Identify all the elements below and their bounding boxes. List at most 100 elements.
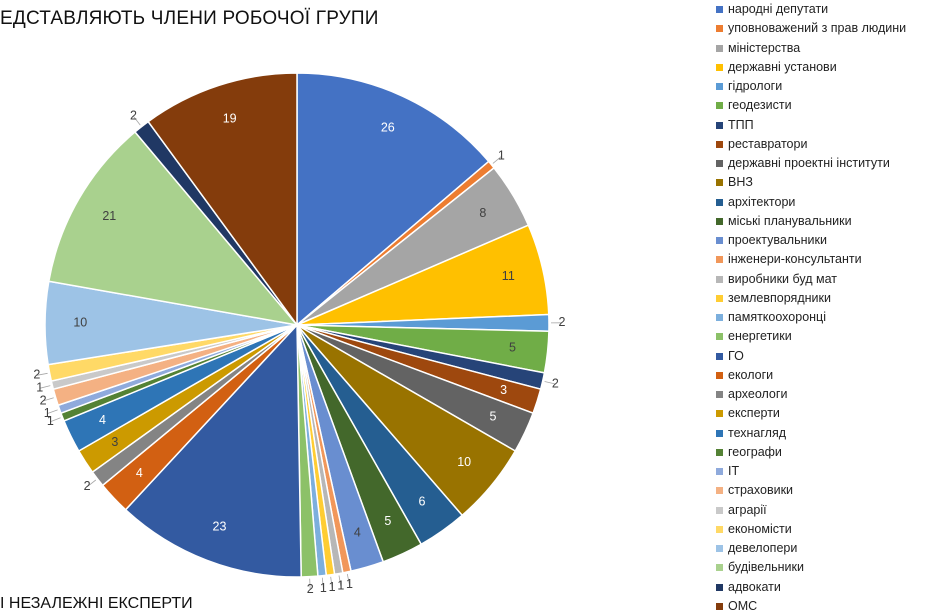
legend-swatch xyxy=(716,45,723,52)
legend-swatch xyxy=(716,295,723,302)
legend-label: IT xyxy=(728,462,739,481)
legend-swatch xyxy=(716,141,723,148)
legend-label: ТПП xyxy=(728,116,754,135)
legend-label: виробники буд мат xyxy=(728,270,837,289)
legend-label: технагляд xyxy=(728,424,786,443)
pie-data-label: 21 xyxy=(102,209,116,223)
legend-swatch xyxy=(716,6,723,13)
legend-label: міські планувальники xyxy=(728,212,852,231)
pie-data-label: 5 xyxy=(490,410,497,424)
legend-label: аграрії xyxy=(728,501,767,520)
legend-swatch xyxy=(716,102,723,109)
legend-item: аграрії xyxy=(716,501,906,520)
pie-data-label: 11 xyxy=(502,269,515,283)
legend-item: геодезисти xyxy=(716,96,906,115)
legend-item: уповноважений з прав людини xyxy=(716,19,906,38)
legend-label: адвокати xyxy=(728,578,781,597)
legend-label: експерти xyxy=(728,404,780,423)
pie-data-label: 10 xyxy=(73,315,87,329)
pie-data-label: 2 xyxy=(40,393,47,407)
legend-item: архітектори xyxy=(716,193,906,212)
legend-label: архітектори xyxy=(728,193,795,212)
legend-item: адвокати xyxy=(716,578,906,597)
legend-item: ТПП xyxy=(716,116,906,135)
legend-swatch xyxy=(716,276,723,283)
pie-data-label: 2 xyxy=(552,376,559,390)
legend-item: ОМС xyxy=(716,597,906,616)
legend-label: державні установи xyxy=(728,58,837,77)
pie-data-label: 23 xyxy=(213,520,227,534)
legend-label: памяткоохоронці xyxy=(728,308,826,327)
legend-swatch xyxy=(716,25,723,32)
legend-label: ОМС xyxy=(728,597,757,616)
legend-swatch xyxy=(716,545,723,552)
pie-data-label: 6 xyxy=(419,494,426,508)
pie-data-label: 19 xyxy=(223,111,237,125)
legend-swatch xyxy=(716,83,723,90)
legend-item: технагляд xyxy=(716,424,906,443)
legend-item: девелопери xyxy=(716,539,906,558)
legend-swatch xyxy=(716,64,723,71)
legend-item: памяткоохоронці xyxy=(716,308,906,327)
legend-item: державні проектні інститути xyxy=(716,154,906,173)
legend-swatch xyxy=(716,487,723,494)
legend-label: археологи xyxy=(728,385,787,404)
legend-item: географи xyxy=(716,443,906,462)
legend-label: економісти xyxy=(728,520,792,539)
legend-item: експерти xyxy=(716,404,906,423)
legend-swatch xyxy=(716,218,723,225)
legend-swatch xyxy=(716,314,723,321)
legend-swatch xyxy=(716,237,723,244)
legend-item: державні установи xyxy=(716,58,906,77)
pie-data-label: 1 xyxy=(329,580,336,594)
legend-item: ВНЗ xyxy=(716,173,906,192)
legend-item: ГО xyxy=(716,347,906,366)
legend-item: гідрологи xyxy=(716,77,906,96)
legend-swatch xyxy=(716,564,723,571)
pie-data-label: 3 xyxy=(111,435,118,449)
legend-label: географи xyxy=(728,443,782,462)
legend-swatch xyxy=(716,410,723,417)
pie-data-label: 1 xyxy=(44,406,51,420)
legend-label: страховики xyxy=(728,481,793,500)
legend-label: геодезисти xyxy=(728,96,792,115)
legend-item: економісти xyxy=(716,520,906,539)
legend-swatch xyxy=(716,507,723,514)
legend-swatch xyxy=(716,449,723,456)
legend-item: будівельники xyxy=(716,558,906,577)
pie-data-label: 1 xyxy=(36,381,43,395)
legend-label: енергетики xyxy=(728,327,792,346)
legend-label: державні проектні інститути xyxy=(728,154,890,173)
legend-swatch xyxy=(716,122,723,129)
pie-data-label: 2 xyxy=(33,368,40,382)
legend-swatch xyxy=(716,391,723,398)
pie-data-label: 1 xyxy=(320,581,327,595)
legend-item: екологи xyxy=(716,366,906,385)
legend-swatch xyxy=(716,526,723,533)
legend-label: інженери-консультанти xyxy=(728,250,862,269)
legend-item: IT xyxy=(716,462,906,481)
legend-swatch xyxy=(716,333,723,340)
legend-label: проектувальники xyxy=(728,231,827,250)
pie-data-label: 26 xyxy=(381,120,395,134)
legend-swatch xyxy=(716,179,723,186)
legend-item: страховики xyxy=(716,481,906,500)
legend-label: ГО xyxy=(728,347,744,366)
pie-data-label: 8 xyxy=(479,206,486,220)
legend-swatch xyxy=(716,372,723,379)
legend-item: енергетики xyxy=(716,327,906,346)
legend-swatch xyxy=(716,468,723,475)
pie-data-label: 5 xyxy=(509,341,516,355)
legend-swatch xyxy=(716,430,723,437)
legend-label: девелопери xyxy=(728,539,797,558)
pie-data-label: 2 xyxy=(559,315,566,329)
pie-data-label: 4 xyxy=(354,525,361,539)
legend-label: уповноважений з прав людини xyxy=(728,19,906,38)
pie-data-label: 1 xyxy=(346,577,353,591)
section-heading: І НЕЗАЛЕЖНІ ЕКСПЕРТИ xyxy=(0,595,193,613)
legend-item: проектувальники xyxy=(716,231,906,250)
legend-label: екологи xyxy=(728,366,773,385)
pie-data-label: 2 xyxy=(307,582,314,596)
legend-item: реставратори xyxy=(716,135,906,154)
